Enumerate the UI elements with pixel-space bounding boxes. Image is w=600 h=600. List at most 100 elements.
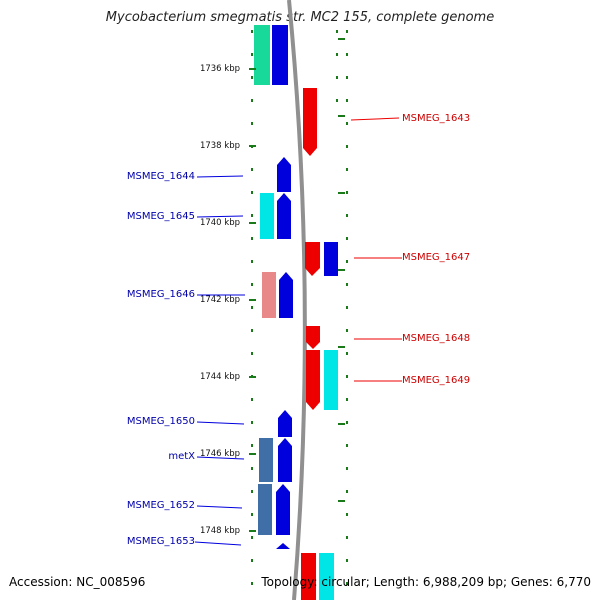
gene-msmeg-1645[interactable] bbox=[277, 193, 291, 239]
guide-dot bbox=[346, 53, 348, 56]
guide-dot bbox=[251, 191, 253, 194]
guide-dot bbox=[346, 99, 348, 102]
guide-dot bbox=[346, 444, 348, 447]
feature-cyan-1649[interactable] bbox=[324, 350, 338, 410]
guide-dot bbox=[251, 329, 253, 332]
ruler-tick-label: 1738 kbp bbox=[200, 141, 240, 151]
gene-plus-bottom[interactable] bbox=[301, 553, 316, 600]
gene-label-minus[interactable]: MSMEG_1653 bbox=[127, 536, 195, 547]
gene-msmeg-1653[interactable] bbox=[276, 543, 290, 549]
label-leader-line bbox=[196, 456, 245, 460]
guide-dot bbox=[251, 559, 253, 562]
guide-dot bbox=[336, 30, 338, 33]
guide-dot bbox=[251, 536, 253, 539]
accession-text: Accession: NC_008596 bbox=[9, 575, 146, 589]
guide-dot bbox=[251, 260, 253, 263]
kbp-ruler: 1736 kbp 1738 kbp 1740 kbp 1742 kbp 1744 kbp… bbox=[200, 38, 345, 536]
guide-dot bbox=[346, 214, 348, 217]
gene-label-minus[interactable]: MSMEG_1646 bbox=[127, 289, 195, 300]
guide-dot bbox=[346, 536, 348, 539]
ruler-tick bbox=[249, 299, 256, 301]
ruler-tick bbox=[249, 376, 256, 378]
ruler-tick-label: 1740 kbp bbox=[200, 218, 240, 228]
guide-dot bbox=[346, 122, 348, 125]
gene-metx[interactable] bbox=[278, 438, 292, 482]
guide-dot bbox=[251, 490, 253, 493]
gene-label-plus[interactable]: MSMEG_1649 bbox=[402, 375, 470, 386]
guide-dot bbox=[346, 191, 348, 194]
gene-label-minus[interactable]: MSMEG_1650 bbox=[127, 416, 195, 427]
gene-label-minus[interactable]: metX bbox=[168, 451, 195, 462]
ruler-tick-right bbox=[338, 192, 345, 194]
gene-msmeg-1650[interactable] bbox=[278, 410, 292, 437]
guide-dot bbox=[346, 490, 348, 493]
guide-dot bbox=[346, 513, 348, 516]
guide-dot bbox=[251, 467, 253, 470]
guide-dot bbox=[251, 283, 253, 286]
feature-steel-1652[interactable] bbox=[258, 484, 272, 535]
guide-dot bbox=[251, 582, 253, 585]
guide-dot bbox=[251, 306, 253, 309]
label-leader-line bbox=[196, 505, 243, 509]
genome-summary-text: Topology: circular; Length: 6,988,209 bp… bbox=[261, 575, 591, 589]
ruler-tick-right bbox=[338, 38, 345, 40]
gene-msmeg-1647[interactable] bbox=[305, 242, 320, 276]
label-leader-line bbox=[196, 175, 244, 178]
ruler-tick-label: 1746 kbp bbox=[200, 449, 240, 459]
gene-msmeg-1643[interactable] bbox=[303, 88, 317, 156]
gene-label-minus[interactable]: MSMEG_1652 bbox=[127, 500, 195, 511]
guide-dot bbox=[251, 444, 253, 447]
guide-dot bbox=[251, 76, 253, 79]
guide-dot bbox=[346, 168, 348, 171]
genome-backbone bbox=[287, 0, 307, 600]
guide-dot bbox=[346, 467, 348, 470]
guide-dot bbox=[346, 352, 348, 355]
gene-label-plus[interactable]: MSMEG_1648 bbox=[402, 333, 470, 344]
gene-msmeg-1649[interactable] bbox=[306, 350, 320, 410]
guide-dot bbox=[251, 30, 253, 33]
gene-label-minus[interactable]: MSMEG_1644 bbox=[127, 171, 195, 182]
genome-title: Mycobacterium smegmatis str. MC2 155, co… bbox=[105, 10, 495, 25]
guide-dot bbox=[251, 398, 253, 401]
guide-dot bbox=[251, 99, 253, 102]
gene-minus-top[interactable] bbox=[272, 25, 288, 85]
gene-label-plus[interactable]: MSMEG_1643 bbox=[402, 113, 470, 124]
ruler-tick bbox=[249, 68, 256, 70]
feature-pink-1646[interactable] bbox=[262, 272, 276, 318]
feature-cyan-bottom[interactable] bbox=[319, 553, 334, 600]
gene-msmeg-1652[interactable] bbox=[276, 484, 290, 535]
ruler-tick-label: 1742 kbp bbox=[200, 295, 240, 305]
guide-dot bbox=[251, 237, 253, 240]
guide-dot bbox=[251, 53, 253, 56]
guide-dot bbox=[336, 53, 338, 56]
ruler-tick-right bbox=[338, 423, 345, 425]
guide-dot bbox=[346, 260, 348, 263]
guide-dot bbox=[346, 283, 348, 286]
ruler-tick-label: 1736 kbp bbox=[200, 64, 240, 74]
feature-cyan-1645[interactable] bbox=[260, 193, 274, 239]
gene-label-plus[interactable]: MSMEG_1647 bbox=[402, 252, 470, 263]
gene-labels: MSMEG_1644 MSMEG_1645 MSMEG_1646 MSMEG_1650… bbox=[127, 113, 470, 547]
track-guide-dots bbox=[251, 30, 348, 585]
gene-msmeg-1647-b[interactable] bbox=[324, 242, 338, 276]
guide-dot bbox=[251, 513, 253, 516]
ruler-tick-label: 1748 kbp bbox=[200, 526, 240, 536]
gene-label-minus[interactable]: MSMEG_1645 bbox=[127, 211, 195, 222]
guide-dot bbox=[346, 329, 348, 332]
gene-msmeg-1644[interactable] bbox=[277, 157, 291, 192]
gene-msmeg-1646[interactable] bbox=[279, 272, 293, 318]
guide-dot bbox=[346, 30, 348, 33]
label-leader-line bbox=[196, 421, 245, 425]
guide-dot bbox=[251, 214, 253, 217]
guide-dot bbox=[346, 559, 348, 562]
guide-dot bbox=[346, 306, 348, 309]
gene-msmeg-1648[interactable] bbox=[306, 326, 320, 349]
guide-dot bbox=[346, 421, 348, 424]
label-leader-line bbox=[350, 117, 400, 121]
guide-dot bbox=[251, 122, 253, 125]
ruler-tick bbox=[249, 145, 256, 147]
feature-green[interactable] bbox=[254, 25, 270, 85]
guide-dot bbox=[251, 421, 253, 424]
feature-steel-metx[interactable] bbox=[259, 438, 273, 482]
